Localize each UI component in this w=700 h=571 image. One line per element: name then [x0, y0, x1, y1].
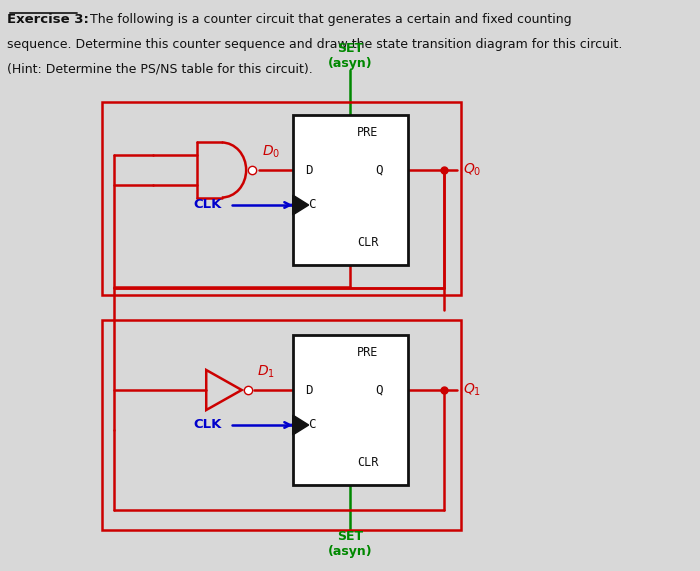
Text: CLK: CLK	[193, 419, 222, 432]
Text: C: C	[309, 419, 316, 432]
Polygon shape	[293, 195, 309, 215]
Text: D: D	[305, 384, 312, 396]
Text: sequence. Determine this counter sequence and draw the state transition diagram : sequence. Determine this counter sequenc…	[7, 38, 622, 51]
FancyBboxPatch shape	[293, 115, 408, 265]
Text: $D_1$: $D_1$	[257, 364, 274, 380]
Text: D: D	[305, 163, 312, 176]
Text: (Hint: Determine the PS/NS table for this circuit).: (Hint: Determine the PS/NS table for thi…	[7, 62, 313, 75]
Text: SET
(asyn): SET (asyn)	[328, 42, 372, 70]
Text: $Q_0$: $Q_0$	[463, 162, 482, 178]
Text: $Q_1$: $Q_1$	[463, 382, 481, 398]
Text: $D_0$: $D_0$	[262, 144, 280, 160]
Polygon shape	[293, 415, 309, 435]
Text: The following is a counter circuit that generates a certain and fixed counting: The following is a counter circuit that …	[86, 13, 572, 26]
Text: Exercise 3:: Exercise 3:	[7, 13, 89, 26]
Text: Q: Q	[375, 384, 383, 396]
Text: CLR: CLR	[357, 456, 379, 469]
Text: Q: Q	[375, 163, 383, 176]
Text: C: C	[309, 199, 316, 211]
Text: CLK: CLK	[193, 199, 222, 211]
Text: SET
(asyn): SET (asyn)	[328, 530, 372, 558]
Text: PRE: PRE	[357, 127, 379, 139]
FancyBboxPatch shape	[293, 335, 408, 485]
Text: CLR: CLR	[357, 236, 379, 250]
Text: PRE: PRE	[357, 347, 379, 360]
